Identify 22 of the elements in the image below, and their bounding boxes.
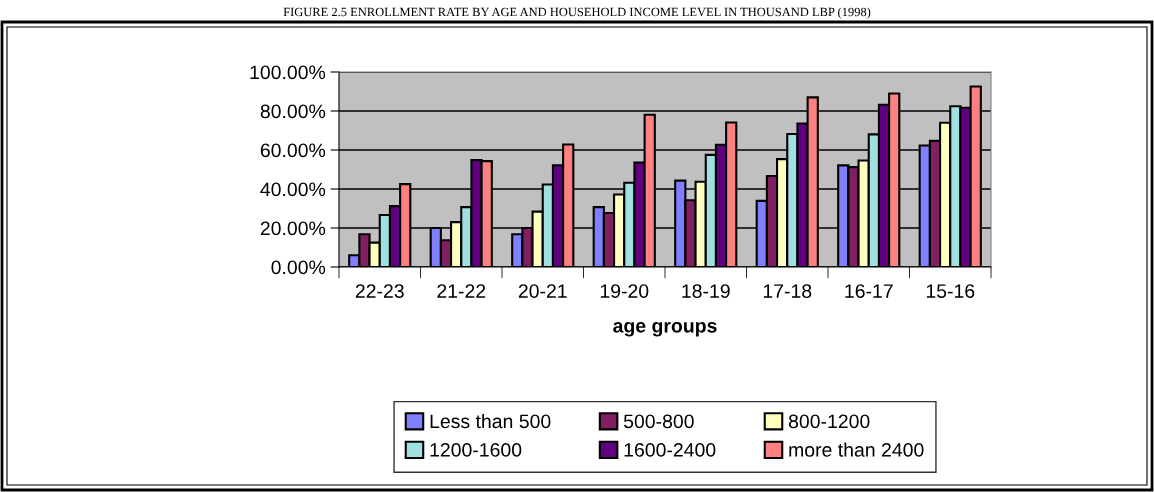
legend-label: Less than 500	[430, 413, 551, 429]
x-tick-label: 21-22	[437, 284, 486, 298]
legend-label: 800-1200	[788, 414, 870, 429]
y-tick-label: 80.00%	[260, 104, 326, 119]
x-tick-label: 19-20	[600, 284, 649, 298]
x-tick-label: 16-17	[845, 284, 893, 298]
y-tick-label: 40.00%	[260, 182, 326, 197]
y-tick-label: 60.00%	[260, 143, 326, 158]
x-axis-title: age groups	[613, 321, 717, 337]
x-tick-label: 15-16	[926, 284, 975, 298]
x-tick-label: 20-21	[518, 284, 567, 298]
legend-label: 1200-1600	[430, 443, 522, 457]
y-tick-label: 20.00%	[260, 221, 326, 236]
legend-label: 1600-2400	[624, 443, 716, 457]
x-tick-label: 22-23	[355, 284, 404, 298]
y-tick-label: 0.00%	[271, 260, 326, 275]
legend-label: more than 2400	[789, 442, 924, 457]
legend-label: 500-800	[623, 414, 694, 429]
x-tick-label: 18-19	[682, 284, 730, 298]
y-tick-label: 100.00%	[250, 65, 326, 80]
x-tick-label: 17-18	[763, 284, 812, 298]
chart-title: FIGURE 2.5 ENROLLMENT RATE BY AGE AND HOUSEHOLD INCOME LEVEL IN THOUSAND LBP (1998)	[283, 7, 871, 19]
